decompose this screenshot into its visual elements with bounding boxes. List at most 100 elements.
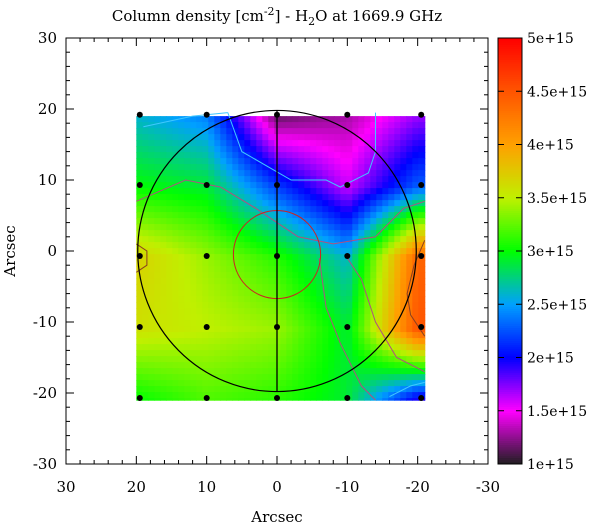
heatmap-cell: [304, 386, 311, 393]
heatmap-cell: [292, 398, 299, 401]
colorbar-segment: [498, 270, 522, 273]
heatmap-cell: [400, 212, 407, 219]
heatmap-cell: [316, 194, 323, 201]
heatmap-cell: [202, 320, 209, 327]
heatmap-cell: [196, 176, 203, 183]
heatmap-cell: [328, 272, 335, 279]
heatmap-cell: [394, 272, 401, 279]
heatmap-cell: [190, 290, 197, 297]
heatmap-cell: [262, 182, 269, 189]
heatmap-cell: [142, 278, 149, 285]
colorbar-segment: [498, 236, 522, 239]
heatmap-cell: [382, 272, 389, 279]
heatmap-cell: [316, 134, 323, 141]
heatmap-cell: [220, 284, 227, 291]
heatmap-cell: [358, 254, 365, 261]
heatmap-cell: [142, 224, 149, 231]
heatmap-cell: [280, 236, 287, 243]
heatmap-cell: [364, 146, 371, 153]
heatmap-cell: [298, 320, 305, 327]
heatmap-cell: [292, 182, 299, 189]
heatmap-cell: [166, 248, 173, 255]
colorbar-segment: [498, 446, 522, 450]
heatmap-cell: [196, 194, 203, 201]
heatmap-cell: [262, 374, 269, 381]
heatmap-cell: [244, 230, 251, 237]
heatmap-cell: [136, 380, 143, 387]
heatmap-cell: [184, 236, 191, 243]
heatmap-cell: [382, 212, 389, 219]
heatmap-cell: [364, 242, 371, 249]
heatmap-cell: [340, 314, 347, 321]
heatmap-cell: [322, 332, 329, 339]
heatmap-cell: [316, 224, 323, 231]
heatmap-cell: [280, 128, 287, 135]
heatmap-cell: [304, 260, 311, 267]
heatmap-cell: [316, 206, 323, 213]
heatmap-cell: [214, 266, 221, 273]
heatmap-cell: [394, 212, 401, 219]
heatmap-cell: [160, 362, 167, 369]
heatmap-cell: [136, 338, 143, 345]
colorbar-segment: [498, 38, 522, 41]
colorbar-segment: [498, 74, 522, 77]
heatmap-cell: [400, 290, 407, 297]
heatmap-cell: [268, 338, 275, 345]
heatmap-cell: [340, 398, 347, 401]
heatmap-cell: [346, 302, 353, 309]
heatmap-cell: [322, 266, 329, 273]
colorbar-segment: [498, 93, 522, 96]
heatmap-cell: [166, 170, 173, 177]
heatmap-cell: [154, 134, 161, 141]
heatmap-cell: [400, 146, 407, 153]
heatmap-cell: [148, 242, 155, 249]
heatmap-cell: [418, 278, 425, 285]
heatmap-cell: [262, 140, 269, 147]
heatmap-cell: [184, 302, 191, 309]
heatmap-cell: [202, 188, 209, 195]
heatmap-cell: [292, 308, 299, 315]
heatmap-cell: [256, 386, 263, 393]
colorbar-tick-label: 3.5e+15: [527, 191, 587, 207]
heatmap-cell: [286, 170, 293, 177]
heatmap-cell: [220, 332, 227, 339]
heatmap-cell: [328, 182, 335, 189]
heatmap-cell: [250, 362, 257, 369]
heatmap-cell: [310, 122, 317, 129]
heatmap-cell: [322, 344, 329, 351]
heatmap-cell: [196, 290, 203, 297]
heatmap-cell: [286, 164, 293, 171]
heatmap-cell: [382, 254, 389, 261]
heatmap-cell: [346, 266, 353, 273]
heatmap-cell: [244, 290, 251, 297]
heatmap-cell: [244, 338, 251, 345]
heatmap-cell: [328, 296, 335, 303]
heatmap-cell: [148, 290, 155, 297]
heatmap-cell: [388, 296, 395, 303]
heatmap-cell: [388, 362, 395, 369]
heatmap-cell: [208, 242, 215, 249]
heatmap-cell: [232, 284, 239, 291]
y-tick-label: -10: [33, 313, 57, 331]
heatmap-cell: [298, 176, 305, 183]
heatmap-cell: [160, 386, 167, 393]
heatmap-cell: [190, 182, 197, 189]
heatmap-cell: [352, 344, 359, 351]
heatmap-cell: [346, 230, 353, 237]
heatmap-cell: [346, 224, 353, 231]
heatmap-cell: [352, 158, 359, 165]
heatmap-cell: [322, 260, 329, 267]
heatmap-cell: [340, 116, 347, 123]
heatmap-cell: [364, 200, 371, 207]
heatmap-cell: [376, 212, 383, 219]
heatmap-cell: [334, 314, 341, 321]
heatmap-cell: [214, 302, 221, 309]
heatmap-cell: [406, 242, 413, 249]
contour-orange-1: [136, 243, 148, 273]
heatmap-cell: [256, 380, 263, 387]
heatmap-cell: [238, 236, 245, 243]
heatmap-cell: [262, 302, 269, 309]
heatmap-cell: [250, 356, 257, 363]
heatmap-cell: [316, 338, 323, 345]
heatmap-cell: [364, 338, 371, 345]
